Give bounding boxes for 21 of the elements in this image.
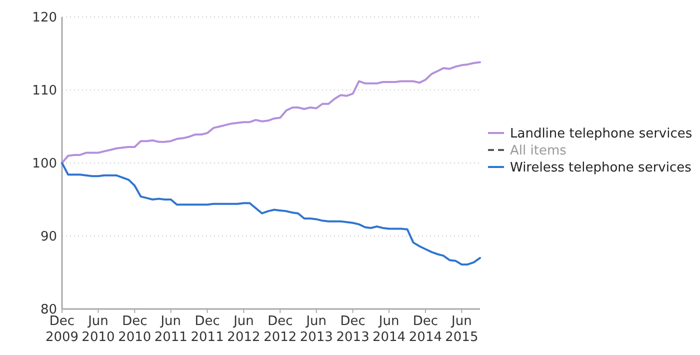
x-tick-label: Jun 2014 xyxy=(372,314,406,345)
line-series xyxy=(61,162,481,266)
x-tick-label: Dec 2013 xyxy=(336,314,370,345)
x-tick-label: Jun 2010 xyxy=(82,314,115,345)
x-tick-label: Dec 2014 xyxy=(408,314,442,345)
line-series xyxy=(61,61,481,164)
y-tick-label: 110 xyxy=(32,84,57,99)
legend-label: All items xyxy=(510,144,567,159)
x-tick-label: Dec 2012 xyxy=(264,314,297,345)
x-tick-label: Dec 2009 xyxy=(45,314,79,345)
y-tick-label: 120 xyxy=(32,10,57,26)
legend-label: Wireless telephone services xyxy=(510,160,692,176)
x-tick-label: Dec 2010 xyxy=(118,314,152,345)
y-tick-label: 100 xyxy=(32,156,57,172)
legend-label: Landline telephone services xyxy=(510,126,692,142)
x-tick-label: Jun 2012 xyxy=(227,314,260,345)
x-tick-label: Dec 2011 xyxy=(190,314,224,345)
x-tick-label: Jun 2013 xyxy=(300,314,333,345)
y-tick-label: 90 xyxy=(40,230,57,245)
x-tick-label: Jun 2011 xyxy=(154,314,188,345)
x-tick-label: Jun 2015 xyxy=(445,314,478,345)
